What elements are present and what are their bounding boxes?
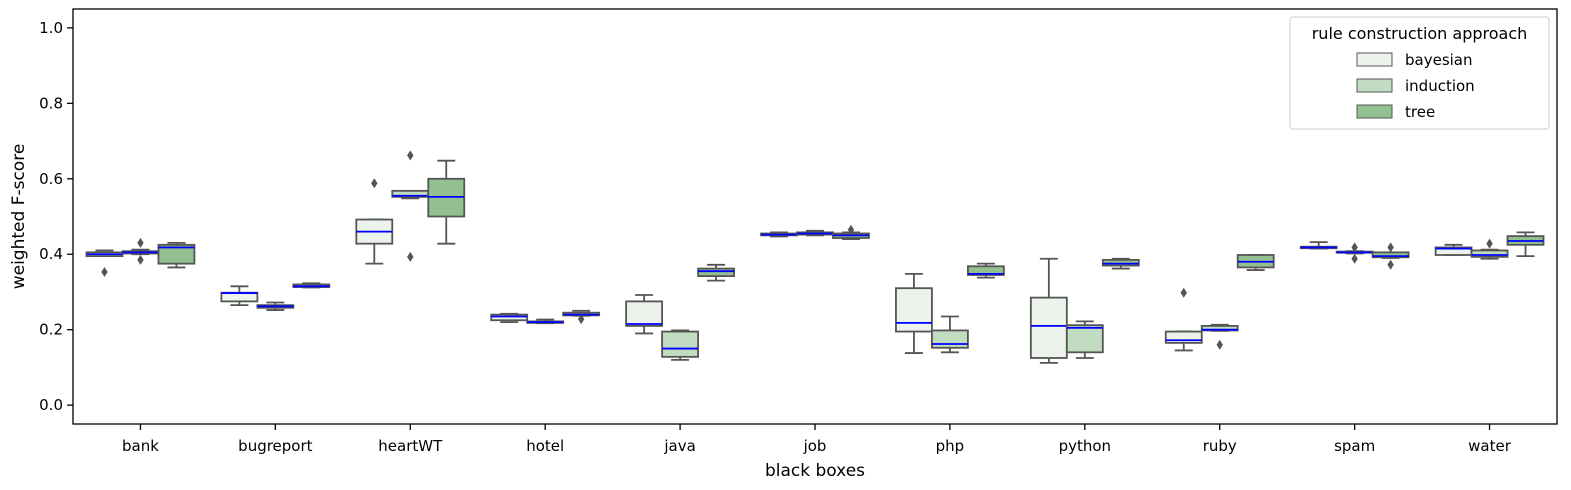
outlier-point — [847, 224, 855, 235]
box-php-induction — [931, 315, 969, 354]
legend-item-tree: tree — [1356, 103, 1435, 121]
box-php-bayesian — [895, 272, 933, 354]
box-iqr — [625, 300, 664, 327]
outlier-point — [1180, 287, 1187, 298]
y-tick-label: 0.2 — [39, 321, 63, 339]
y-axis: 0.0 0.2 0.4 0.6 0.8 1.0 — [39, 19, 73, 414]
outlier-point — [407, 251, 414, 262]
box-bank-induction — [121, 237, 160, 265]
legend-label: tree — [1405, 103, 1435, 121]
box-ruby-tree — [1236, 254, 1275, 271]
box-iqr — [1029, 296, 1068, 359]
outlier-point — [137, 237, 144, 248]
plot-area: 0.0 0.2 0.4 0.6 0.8 1.0 bank bugreport heartWT h… — [39, 8, 1558, 455]
legend-swatch — [1356, 78, 1393, 93]
outlier-point — [1351, 253, 1358, 264]
legend: rule construction approach bayesian induc… — [1289, 16, 1550, 130]
legend-label: induction — [1405, 77, 1475, 95]
x-tick-label-ruby: ruby — [1203, 437, 1237, 455]
box-iqr — [966, 265, 1005, 276]
legend-label: bayesian — [1405, 51, 1473, 69]
y-tick-label: 0.6 — [39, 170, 63, 188]
box-hotel-induction — [526, 318, 565, 325]
legend-item-induction: induction — [1356, 77, 1475, 95]
outlier-point — [577, 314, 585, 325]
box-iqr — [220, 291, 259, 303]
box-iqr — [490, 313, 529, 322]
box-water-tree — [1506, 231, 1545, 258]
box-bugreport-bayesian — [220, 285, 259, 307]
box-spam-tree — [1371, 242, 1410, 270]
box-python-bayesian — [1029, 257, 1068, 364]
outlier-point — [407, 150, 414, 161]
box-ruby-induction — [1200, 323, 1239, 350]
box-water-induction — [1470, 238, 1509, 260]
y-tick-label: 0.4 — [39, 245, 63, 263]
box-job-tree — [832, 224, 870, 241]
box-iqr — [697, 267, 735, 278]
outlier-point — [101, 266, 108, 277]
outlier-point — [371, 178, 378, 189]
box-spam-bayesian — [1299, 241, 1338, 250]
box-series — [85, 150, 1545, 364]
box-iqr — [931, 329, 969, 349]
box-iqr — [1101, 258, 1140, 267]
box-hotel-tree — [562, 309, 601, 325]
box-hotel-bayesian — [490, 312, 529, 324]
box-iqr — [1470, 249, 1509, 258]
legend-item-bayesian: bayesian — [1356, 51, 1473, 69]
box-heartWT-induction — [391, 150, 430, 262]
box-spam-induction — [1335, 242, 1374, 264]
x-tick-label-water: water — [1468, 437, 1512, 455]
legend-title: rule construction approach — [1312, 24, 1528, 43]
box-bugreport-tree — [292, 282, 331, 289]
box-heartWT-bayesian — [355, 178, 394, 265]
y-tick-label: 1.0 — [39, 19, 63, 37]
box-python-tree — [1101, 257, 1140, 270]
legend-swatch — [1356, 52, 1393, 67]
outlier-point — [1486, 238, 1493, 249]
box-water-bayesian — [1434, 243, 1473, 256]
outlier-point — [1387, 242, 1394, 253]
legend-items: bayesian induction tree — [1356, 51, 1475, 121]
legend-swatch — [1356, 104, 1393, 119]
box-job-bayesian — [760, 231, 798, 238]
outlier-point — [1387, 259, 1394, 270]
x-tick-label-php: php — [936, 437, 965, 455]
box-job-induction — [796, 229, 834, 237]
outlier-point — [1351, 242, 1358, 253]
y-tick-label: 0.8 — [39, 94, 63, 112]
box-heartWT-tree — [427, 159, 466, 245]
box-python-induction — [1065, 320, 1104, 359]
box-bank-tree — [157, 242, 196, 269]
x-tick-label-spam: spam — [1334, 437, 1375, 455]
box-bank-bayesian — [85, 249, 124, 277]
box-php-tree — [966, 262, 1005, 279]
legend-frame — [1289, 16, 1550, 130]
box-iqr — [895, 287, 933, 333]
x-tick-label-python: python — [1059, 437, 1111, 455]
x-tick-label-bank: bank — [122, 437, 159, 455]
box-java-bayesian — [625, 294, 664, 335]
box-java-tree — [697, 263, 735, 282]
box-iqr — [157, 243, 196, 265]
box-java-induction — [661, 329, 699, 361]
x-axis-label: black boxes — [765, 461, 865, 481]
x-axis: bank bugreport heartWT hotel java job php pytho… — [122, 424, 1512, 455]
box-iqr — [1164, 330, 1203, 344]
x-tick-label-job: job — [803, 437, 827, 455]
outlier-point — [137, 254, 144, 265]
box-bugreport-induction — [256, 301, 295, 311]
x-tick-label-hotel: hotel — [526, 437, 564, 455]
x-tick-label-java: java — [663, 437, 695, 455]
box-ruby-bayesian — [1164, 287, 1203, 352]
box-iqr — [661, 330, 699, 358]
outlier-point — [1216, 339, 1223, 350]
y-tick-label: 0.0 — [39, 396, 63, 414]
box-iqr — [1065, 324, 1104, 354]
y-axis-label: weighted F-score — [9, 144, 29, 290]
x-tick-label-heartWT: heartWT — [378, 437, 443, 455]
x-tick-label-bugreport: bugreport — [238, 437, 312, 455]
